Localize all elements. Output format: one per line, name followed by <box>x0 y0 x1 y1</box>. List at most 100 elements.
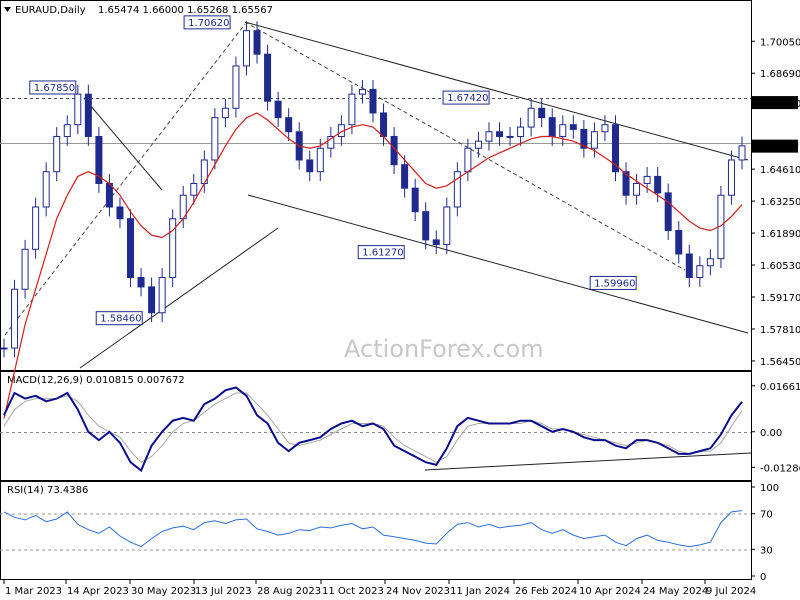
rsi-pane <box>0 481 752 580</box>
macd-header: MACD(12,26,9) 0.010815 0.007672 <box>7 375 185 386</box>
level-label: 1.61270 <box>362 248 403 259</box>
price-candle <box>496 131 504 137</box>
price-candle <box>654 175 662 194</box>
price-axis-tick: 1.68690 <box>760 69 800 80</box>
price-candle <box>242 30 250 67</box>
rsi-axis: 100 70 30 0 <box>751 483 779 583</box>
level-label: 1.59960 <box>594 278 635 289</box>
level-label-box <box>357 245 405 260</box>
x-axis-tick: 11 Jan 2024 <box>450 586 510 597</box>
price-candle <box>464 147 472 173</box>
rsi-axis-tick: 70 <box>760 510 773 521</box>
price-candle <box>580 128 588 149</box>
rsi-axis-tick: 30 <box>760 545 773 556</box>
x-axis-tick: 24 Nov 2023 <box>386 586 450 597</box>
price-candle <box>358 88 366 95</box>
price-candle <box>432 239 440 246</box>
resistance-price-marker <box>752 96 798 110</box>
price-candle <box>538 107 546 119</box>
macd-axis-tick: 0.016619 <box>760 382 800 393</box>
channel-upper-line <box>244 21 749 161</box>
price-candle <box>685 253 693 278</box>
price-candle <box>474 140 482 149</box>
price-candle <box>285 117 293 133</box>
price-candle <box>137 277 145 288</box>
x-axis-tick: 11 Oct 2023 <box>322 586 384 597</box>
price-axis-tick: 1.60530 <box>760 261 800 272</box>
price-candle <box>548 117 556 137</box>
price-axis-tick: 1.67420 <box>760 99 800 110</box>
price-candle <box>63 124 71 137</box>
level-label-box <box>442 90 490 105</box>
price-candle <box>590 131 598 149</box>
price-axis-tick: 1.64610 <box>760 165 800 176</box>
price-candle <box>348 93 356 126</box>
price-candle <box>559 124 567 137</box>
price-candle <box>148 286 156 314</box>
price-candle <box>253 30 261 55</box>
level-label: 1.67850 <box>34 83 75 94</box>
rsi-line <box>3 510 743 548</box>
dropdown-icon[interactable] <box>4 7 11 12</box>
macd-line <box>3 386 743 473</box>
price-candle <box>696 265 704 279</box>
x-axis-tick: 28 Aug 2023 <box>257 586 321 597</box>
macd-axis: 0.016619 0.00 -0.012864 <box>751 382 800 474</box>
price-candle <box>169 218 177 278</box>
price-candle <box>643 175 651 184</box>
price-axis-tick: 1.57810 <box>760 325 800 336</box>
price-candle <box>633 182 641 196</box>
x-axis-tick: 30 May 2023 <box>131 586 196 597</box>
price-candle <box>274 100 282 119</box>
price-candle <box>390 135 398 166</box>
price-candle <box>190 182 198 196</box>
price-candle <box>0 347 8 350</box>
price-candle <box>316 147 324 173</box>
current-price-label: 1.65567 <box>758 143 799 154</box>
moving-average-line <box>3 112 743 419</box>
level-label-box <box>183 15 231 30</box>
price-header-ohlc: 1.65474 1.66000 1.65268 1.65567 <box>98 5 273 16</box>
price-candle <box>84 93 92 137</box>
macd-support-line <box>424 452 752 471</box>
macd-axis-tick: -0.012864 <box>760 463 800 474</box>
price-candle <box>11 288 19 349</box>
price-candle <box>611 124 619 173</box>
level-label: 1.67420 <box>447 93 488 104</box>
price-candle <box>380 112 388 137</box>
price-axis-tick: 1.56450 <box>760 357 800 368</box>
x-axis-tick: 1 Mar 2023 <box>5 586 62 597</box>
rsi-header: RSI(14) 73.4386 <box>7 485 88 496</box>
price-candle <box>517 126 525 137</box>
price-candle <box>211 117 219 161</box>
price-pane <box>0 0 752 371</box>
level-label: 1.58460 <box>100 314 141 325</box>
price-axis-tick: 1.61890 <box>760 229 800 240</box>
x-axis-tick: 14 Apr 2023 <box>67 586 129 597</box>
macd-pane <box>0 371 752 481</box>
price-candle <box>453 171 461 208</box>
rsi-axis-tick: 100 <box>760 483 779 494</box>
x-axis-tick: 10 Apr 2024 <box>579 586 641 597</box>
price-candle <box>727 159 735 196</box>
price-candle <box>127 218 135 278</box>
price-candle <box>411 187 419 213</box>
level-label-box <box>95 311 143 326</box>
level-label-box <box>589 275 637 290</box>
price-axis: 1.70050 1.68690 1.67420 1.64610 1.63250 1.618… <box>751 37 800 368</box>
price-candle <box>105 182 113 208</box>
price-candle <box>32 206 40 250</box>
x-axis-tick: 26 Feb 2024 <box>515 586 577 597</box>
x-axis-tick: 9 Jul 2024 <box>706 586 756 597</box>
macd-signal-line <box>3 392 743 463</box>
fall-trendline <box>83 97 163 191</box>
x-axis-tick: 13 Jul 2023 <box>195 586 252 597</box>
rsi-plot <box>3 510 743 548</box>
price-header-symbol: EURAUD,Daily <box>15 5 86 16</box>
price-candle <box>232 65 240 109</box>
price-axis-tick: 1.70050 <box>760 37 800 48</box>
price-candle <box>401 164 409 189</box>
rsi-axis-tick: 0 <box>760 572 766 583</box>
price-candle <box>74 93 82 126</box>
price-candle <box>21 248 29 290</box>
